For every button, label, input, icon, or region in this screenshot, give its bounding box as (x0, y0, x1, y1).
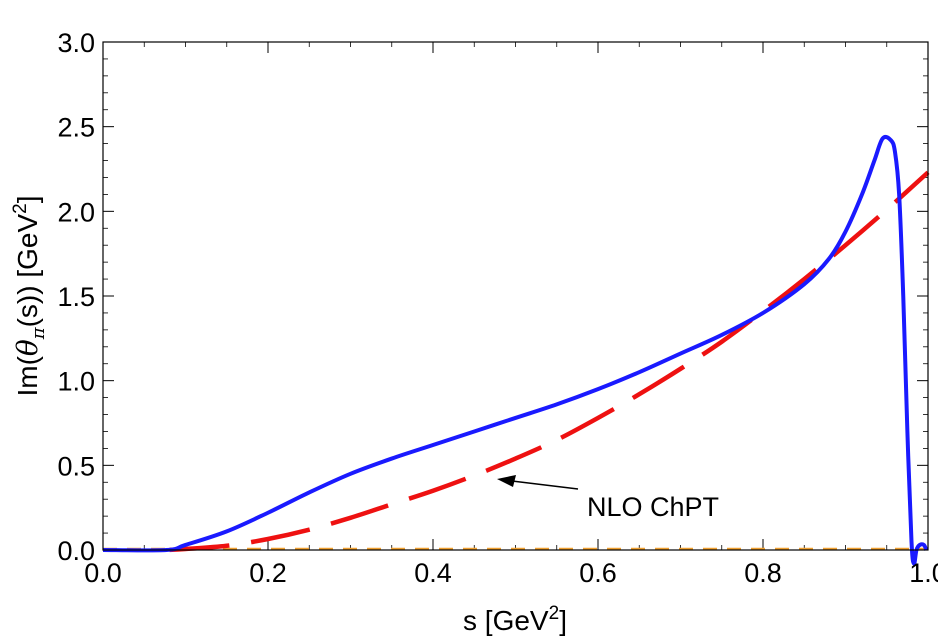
annotation-arrow-line (511, 480, 579, 490)
x-tick-label: 0.4 (414, 558, 452, 588)
y-tick-label: 1.0 (57, 367, 95, 397)
annotation-arrow-head (497, 475, 516, 487)
y-axis-title-theta: θ (11, 339, 44, 356)
x-tick-label: 0.2 (249, 558, 287, 588)
x-axis-title-end: ] (559, 605, 567, 636)
tick-labels-layer: 0.0 0.2 0.4 0.6 0.8 1.0 0.0 0.5 1.0 1.5 2.0 2.5 3.0 (57, 28, 938, 588)
y-axis-title-sub: π (28, 326, 49, 340)
y-tick-label: 2.5 (57, 113, 95, 143)
x-axis-title: s [GeV2] (463, 603, 567, 636)
y-axis-title: Im(θπ(s)) [GeV2] (10, 195, 49, 396)
x-tick-label: 0.8 (744, 558, 782, 588)
y-tick-label: 3.0 (57, 28, 95, 58)
series-line-nlo-chpt (166, 170, 930, 553)
x-tick-label: 1.0 (909, 558, 938, 588)
y-axis-title-mid: (s)) [GeV (12, 214, 43, 328)
ticks-layer (102, 41, 929, 551)
y-axis-title-end: ] (12, 195, 43, 203)
y-axis-title-sup: 2 (10, 203, 31, 214)
y-tick-label: 2.0 (57, 197, 95, 227)
y-tick-label: 0.0 (57, 536, 95, 566)
x-tick-label: 0.6 (579, 558, 617, 588)
x-axis-title-sup: 2 (549, 603, 560, 624)
annotation-label: NLO ChPT (587, 492, 719, 522)
annotation-nlo-chpt: NLO ChPT (497, 475, 719, 522)
series-line-full (102, 134, 929, 566)
y-tick-label: 0.5 (57, 451, 95, 481)
x-tick-label: 0.0 (84, 558, 122, 588)
plot-frame (102, 41, 929, 551)
y-tick-label: 1.5 (57, 282, 95, 312)
series-layer (102, 134, 930, 566)
